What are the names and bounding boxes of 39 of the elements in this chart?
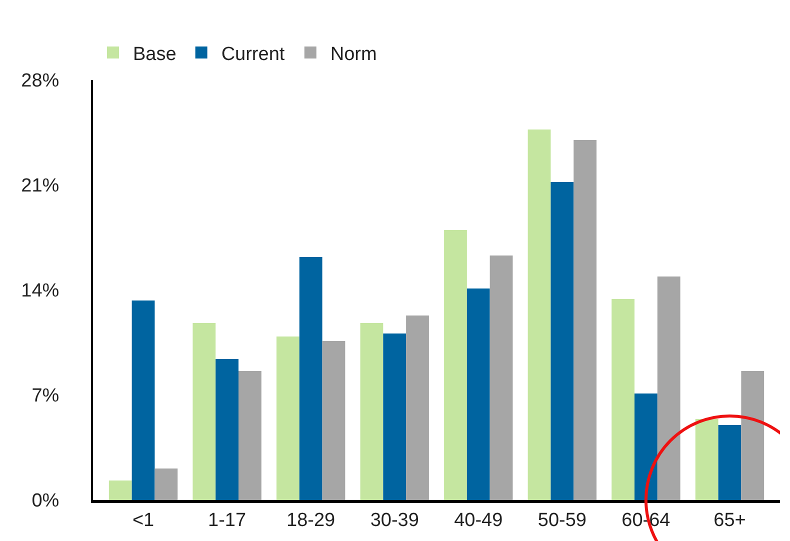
legend-label: Base: [133, 44, 176, 65]
bar: [276, 336, 300, 500]
legend-label: Current: [221, 44, 286, 65]
bar: [634, 394, 658, 500]
bar: [360, 323, 384, 500]
bar: [466, 288, 490, 500]
bar: [612, 299, 634, 500]
bar: [550, 182, 574, 500]
x-tick-label: 65+: [714, 510, 746, 531]
bar: [383, 334, 406, 500]
x-tick-label: <1: [132, 510, 154, 531]
bar: [695, 419, 718, 500]
bar: [490, 256, 513, 500]
legend-label: Norm: [330, 44, 377, 65]
x-tick-label: 30-39: [370, 510, 419, 531]
bar: [299, 257, 322, 500]
bar: [192, 323, 216, 500]
bar: [216, 359, 238, 500]
bar: [574, 140, 597, 500]
bar: [322, 341, 346, 500]
bar: [657, 276, 680, 500]
bar: [108, 480, 132, 500]
bar: [406, 316, 429, 500]
y-tick-label: 0%: [32, 490, 60, 512]
bar: [154, 468, 178, 500]
bar: [132, 300, 155, 500]
y-tick-label: 21%: [21, 176, 60, 197]
bar: [238, 371, 262, 500]
x-tick-label: 40-49: [454, 510, 503, 531]
y-tick-label: 14%: [21, 280, 60, 302]
bar: [444, 230, 467, 500]
bar: [528, 130, 551, 500]
x-tick-label: 1-17: [208, 510, 246, 531]
bar: [741, 371, 764, 500]
y-tick-label: 28%: [21, 70, 60, 92]
bar: [718, 425, 742, 500]
x-tick-label: 18-29: [286, 510, 336, 531]
x-tick-label: 50-59: [538, 510, 586, 531]
y-tick-label: 7%: [32, 386, 60, 407]
